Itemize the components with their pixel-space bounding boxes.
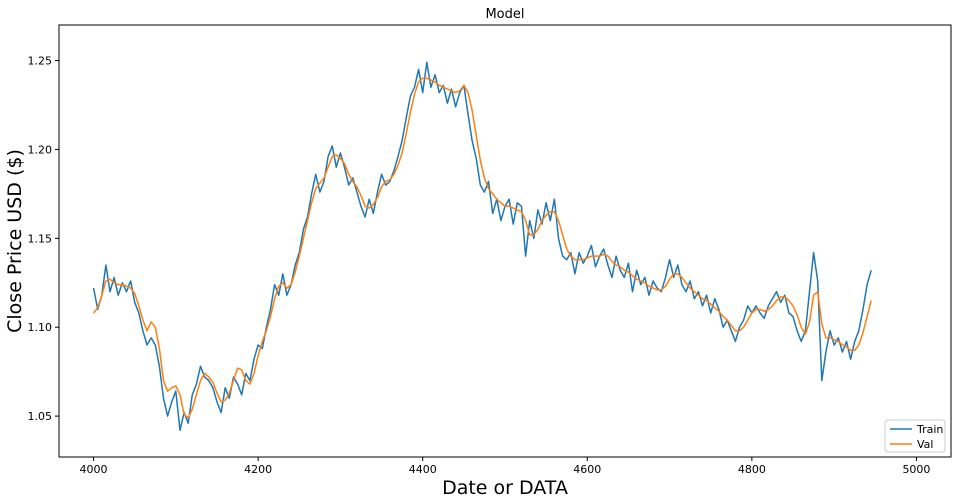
series-line-val (93, 77, 872, 419)
x-tick-label: 4800 (738, 463, 766, 476)
x-tick-label: 5000 (902, 463, 930, 476)
y-tick-label: 1.10 (28, 321, 53, 334)
legend-label-val: Val (917, 438, 933, 451)
series-layer (92, 61, 872, 432)
x-tick-label: 4000 (80, 463, 108, 476)
plot-frame (58, 24, 952, 458)
y-tick-label: 1.05 (28, 410, 53, 423)
x-tick-label: 4400 (409, 463, 437, 476)
x-tick-label: 4600 (573, 463, 601, 476)
x-axis-label: Date or DATA (442, 477, 568, 499)
legend: Train Val (884, 419, 946, 453)
x-tick-label: 4200 (244, 463, 272, 476)
plot-area (58, 24, 952, 458)
y-tick-label: 1.20 (28, 143, 53, 156)
legend-label-train: Train (916, 423, 943, 436)
chart-title: Model (485, 7, 524, 22)
x-axis: 4000 4200 4400 4600 4800 5000 (80, 457, 930, 476)
y-tick-label: 1.15 (28, 232, 53, 245)
y-axis-label: Close Price USD ($) (4, 149, 26, 333)
y-axis: 1.05 1.10 1.15 1.20 1.25 (28, 55, 59, 423)
series-line-train (92, 61, 872, 432)
y-tick-label: 1.25 (28, 55, 53, 68)
